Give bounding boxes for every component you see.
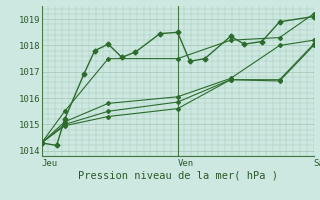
X-axis label: Pression niveau de la mer( hPa ): Pression niveau de la mer( hPa ) <box>77 171 278 181</box>
